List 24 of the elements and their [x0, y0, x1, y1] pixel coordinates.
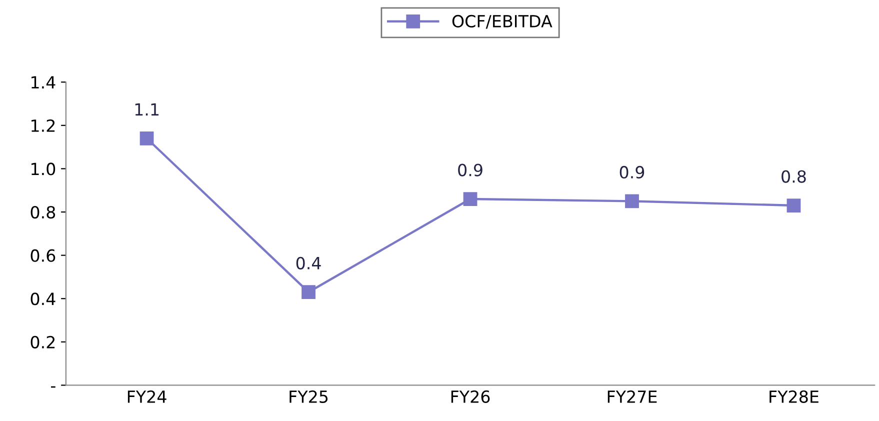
x-tick-label: FY28E — [770, 390, 818, 403]
x-tick-label: FY25 — [290, 390, 328, 403]
data-label: 1.1 — [135, 103, 159, 116]
data-label: 0.4 — [296, 256, 321, 270]
y-tick-label: 0.8 — [30, 206, 56, 219]
y-tick-label: 1.4 — [32, 76, 56, 88]
point — [140, 131, 154, 146]
y-tick-label: 1.2 — [32, 119, 55, 132]
y-tick-label: 0.6 — [30, 249, 56, 262]
point — [786, 198, 801, 212]
x-tick-label: FY26 — [451, 390, 490, 403]
x-tick-label: FY27E — [608, 390, 657, 403]
point — [302, 285, 316, 300]
legend-label: OCF/EBITDA — [452, 14, 552, 29]
point — [625, 194, 639, 208]
data-label: 0.9 — [458, 164, 482, 176]
data-label: 0.8 — [782, 170, 806, 183]
data-label: 0.9 — [620, 166, 644, 179]
y-tick-label: 0.4 — [30, 292, 56, 306]
y-tick-label: 1.0 — [32, 162, 56, 176]
x-tick-label: FY24 — [128, 390, 166, 403]
y-tick-label: 0.2 — [30, 336, 55, 348]
point — [463, 192, 478, 206]
y-tick-label: - — [51, 386, 56, 388]
